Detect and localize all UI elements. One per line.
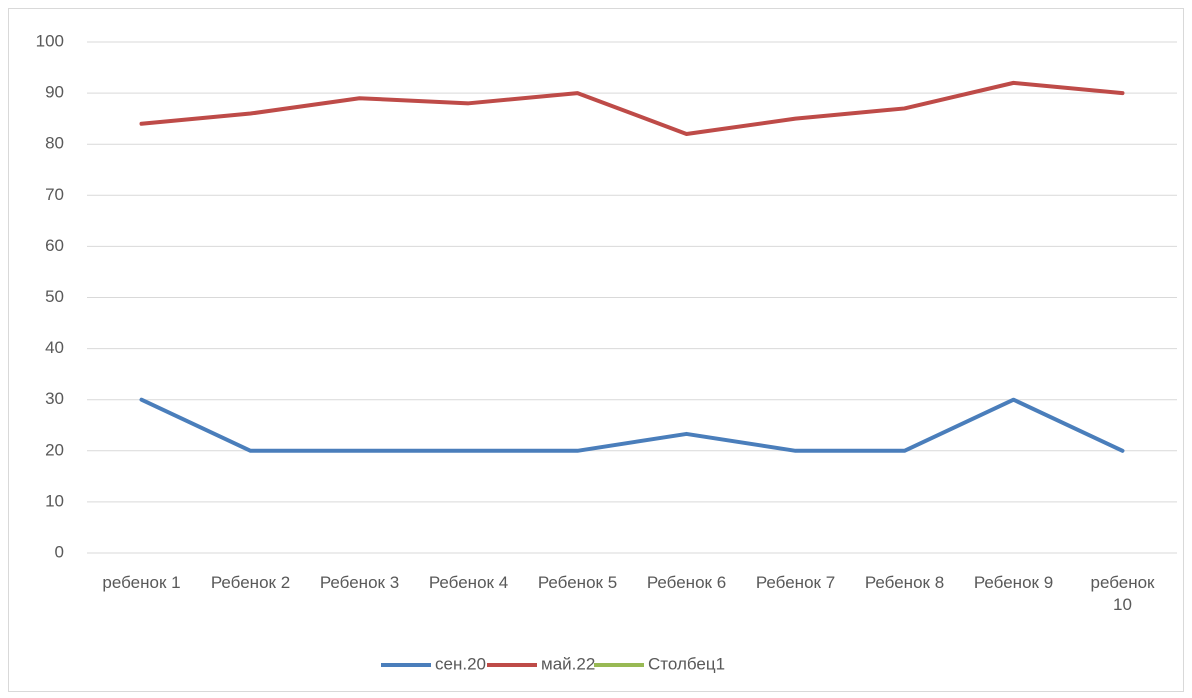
y-tick-label: 80	[45, 134, 64, 153]
y-tick-label: 0	[55, 542, 64, 561]
x-tick-label: Ребенок 5	[537, 573, 618, 592]
x-tick-label: ребенок 1	[102, 573, 181, 592]
y-tick-label: 100	[36, 31, 64, 50]
line-series	[139, 80, 1125, 136]
line-series	[139, 397, 1125, 453]
y-tick-label: 60	[45, 236, 64, 255]
x-tick-label: Ребенок 8	[864, 573, 945, 592]
chart-border	[8, 8, 1184, 692]
x-tick-label: Ребенок 6	[646, 573, 727, 592]
x-tick-label: Ребенок 4	[428, 573, 509, 592]
x-tick-label: Ребенок 2	[210, 573, 291, 592]
x-tick-label: ребенок 10	[1090, 573, 1155, 614]
y-tick-label: 40	[45, 338, 64, 357]
x-tick-label: Ребенок 3	[319, 573, 400, 592]
x-tick-label: Ребенок 7	[755, 573, 836, 592]
y-tick-label: 50	[45, 287, 64, 306]
y-tick-label: 90	[45, 83, 64, 102]
legend-label: май.22	[541, 654, 595, 673]
x-tick-label: Ребенок 9	[973, 573, 1054, 592]
y-tick-label: 70	[45, 185, 64, 204]
y-tick-label: 20	[45, 440, 64, 459]
legend-label: сен.20	[435, 654, 486, 673]
legend-label: Столбец1	[648, 654, 725, 673]
y-tick-label: 30	[45, 389, 64, 408]
y-tick-label: 10	[45, 491, 64, 510]
